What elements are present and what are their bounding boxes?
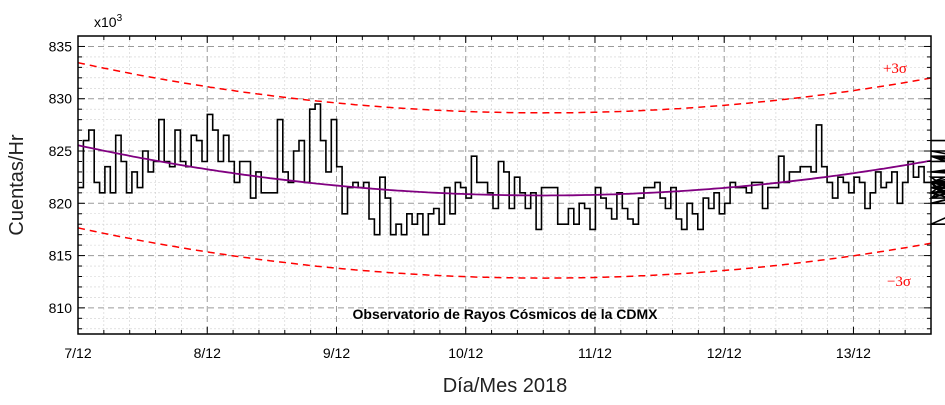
x-tick-label: 7/12	[64, 345, 91, 361]
upper-sigma-label: +3σ	[883, 61, 907, 77]
y-tick-label: 830	[49, 91, 73, 107]
y-tick-label: 815	[49, 248, 73, 264]
lower-sigma-curve	[77, 227, 932, 279]
y-axis-title: Cuentas/Hr	[6, 134, 28, 235]
y-multiplier: x103	[94, 13, 123, 30]
major-grid	[77, 36, 931, 334]
x-tick-label: 10/12	[448, 345, 483, 361]
x-axis-title: Día/Mes 2018	[443, 375, 568, 397]
x-tick-label: 13/12	[836, 345, 871, 361]
fit-curve	[77, 144, 932, 197]
minor-grid	[78, 35, 932, 334]
y-tick-label: 825	[49, 143, 73, 159]
x-tick-label: 11/12	[578, 345, 612, 361]
lower-sigma-label: −3σ	[887, 274, 911, 290]
x-tick-label: 12/12	[707, 345, 742, 361]
y-tick-label: 810	[49, 300, 73, 316]
x-tick-label: 8/12	[194, 345, 221, 361]
chart-annotation: Observatorio de Rayos Cósmicos de la CDM…	[353, 306, 659, 322]
series-layer	[77, 61, 945, 279]
counts-step-line	[78, 103, 945, 236]
x-tick-label: 9/12	[323, 345, 350, 361]
y-tick-label: 820	[49, 195, 73, 211]
tick-layer	[77, 35, 932, 334]
upper-sigma-curve	[77, 61, 932, 114]
plot-frame	[77, 35, 932, 335]
tick-labels: 7/12 8/12 9/12 10/12 11/12 12/12 13/12 810 815 82…	[49, 38, 872, 361]
y-tick-label: 835	[49, 38, 73, 54]
